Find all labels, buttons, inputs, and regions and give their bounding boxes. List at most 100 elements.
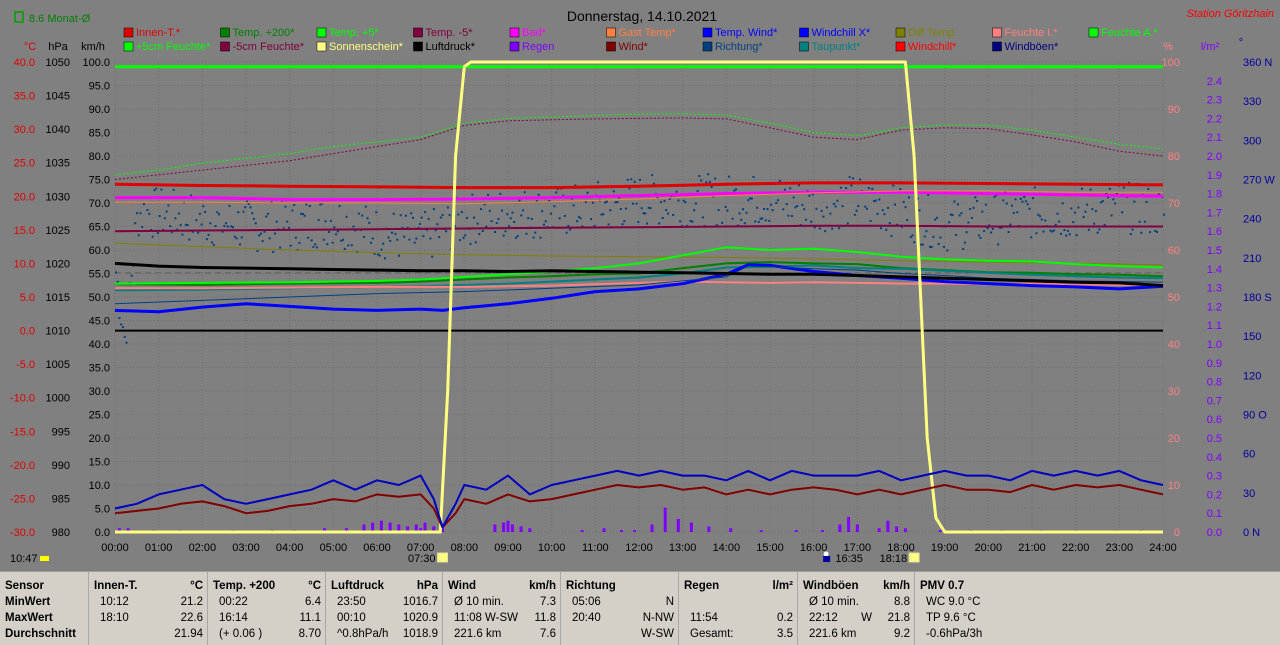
direction-point [441, 214, 444, 217]
legend-label: Feuchte A.* [1101, 27, 1159, 39]
direction-point [301, 213, 304, 216]
direction-point [158, 215, 161, 218]
temp-tick-label: -25.0 [10, 493, 35, 505]
direction-tick-label: 240 [1243, 214, 1261, 226]
rain-tick-label: 0.6 [1207, 414, 1222, 426]
stats-row: Gesamt: 3.5 [684, 626, 793, 642]
direction-point [459, 239, 462, 242]
rain-tick-label: 1.0 [1207, 339, 1222, 351]
series-gast_temp [115, 190, 1163, 205]
direction-point [1131, 228, 1134, 231]
direction-point [677, 199, 680, 202]
direction-point [172, 188, 175, 191]
series-windchill_x [114, 265, 1164, 305]
direction-point [1037, 213, 1040, 216]
direction-point [874, 199, 877, 202]
direction-point [406, 226, 409, 229]
wind-tick-label: 85.0 [89, 128, 110, 140]
stats-cell-value: 3.5 [777, 628, 793, 640]
direction-point [410, 212, 413, 215]
direction-point [859, 178, 862, 181]
direction-point [1108, 187, 1111, 190]
series-minus5cm_feuchte [114, 117, 1164, 180]
direction-point [230, 225, 233, 228]
direction-point [439, 216, 442, 219]
direction-point [953, 200, 956, 203]
direction-point [586, 191, 589, 194]
direction-point [651, 174, 654, 177]
direction-point [747, 199, 750, 202]
rain-bar [794, 530, 798, 532]
x-tick-label: 15:00 [756, 542, 784, 554]
direction-point [378, 254, 381, 257]
direction-point [724, 205, 727, 208]
direction-point [123, 335, 126, 338]
direction-point [866, 207, 869, 210]
direction-point [371, 237, 374, 240]
direction-point [848, 176, 851, 179]
series-bad [115, 190, 1164, 202]
direction-point [647, 206, 650, 209]
direction-point [521, 209, 524, 212]
direction-point [516, 235, 519, 238]
stats-cell-value: 7.3 [540, 596, 556, 608]
temp-tick-label: 0.0 [20, 326, 35, 338]
direction-point [232, 226, 235, 229]
direction-point [700, 179, 703, 182]
direction-point [694, 202, 697, 205]
direction-point [925, 230, 928, 233]
last-update-time: 10:47 [10, 553, 38, 565]
noon-label: 16:35 [835, 553, 863, 565]
direction-point [209, 222, 212, 225]
direction-point [794, 206, 797, 209]
direction-point [289, 244, 292, 247]
legend-swatch [509, 41, 520, 52]
direction-point [721, 221, 724, 224]
direction-point [1121, 211, 1124, 214]
direction-point [380, 248, 383, 251]
direction-tick-label: 270 W [1243, 175, 1275, 187]
direction-point [502, 234, 505, 237]
direction-point [902, 201, 905, 204]
humidity-tick-label: 80 [1168, 151, 1180, 163]
direction-point [1082, 216, 1085, 219]
direction-point [1012, 211, 1015, 214]
direction-point [771, 209, 774, 212]
direction-point [373, 252, 376, 255]
direction-point [457, 213, 460, 216]
direction-point [1080, 187, 1083, 190]
legend-label: Temp. +200* [233, 27, 296, 39]
direction-point [602, 213, 605, 216]
direction-point [1026, 203, 1029, 206]
direction-point [233, 235, 236, 238]
direction-point [750, 197, 753, 200]
sunrise-label: 07:30 [408, 553, 436, 565]
direction-point [939, 236, 942, 239]
series-temp_plus200 [114, 261, 1164, 286]
direction-point [977, 234, 980, 237]
direction-point [135, 212, 138, 215]
pressure-tick-label: 1045 [46, 91, 70, 103]
direction-point [480, 208, 483, 211]
direction-point [497, 218, 500, 221]
stats-header: Windböen km/h [803, 578, 910, 594]
direction-point [345, 215, 348, 218]
rain-tick-label: 0.2 [1207, 489, 1222, 501]
direction-point [483, 203, 486, 206]
temp-tick-label: 35.0 [14, 91, 35, 103]
direction-point [839, 186, 842, 189]
legend-label: Temp. -5* [426, 27, 474, 39]
direction-point [394, 232, 397, 235]
x-tick-label: 21:00 [1018, 542, 1046, 554]
direction-point [881, 209, 884, 212]
pressure-tick-label: 1020 [46, 258, 70, 270]
direction-point [160, 188, 163, 191]
direction-point [892, 184, 895, 187]
direction-point [1077, 206, 1080, 209]
direction-point [291, 209, 294, 212]
direction-point [562, 194, 565, 197]
wind-tick-label: 0.0 [95, 527, 110, 539]
direction-point [637, 220, 640, 223]
legend-label: Diff Temp. [908, 27, 957, 39]
stats-header: Sensor [5, 578, 84, 594]
